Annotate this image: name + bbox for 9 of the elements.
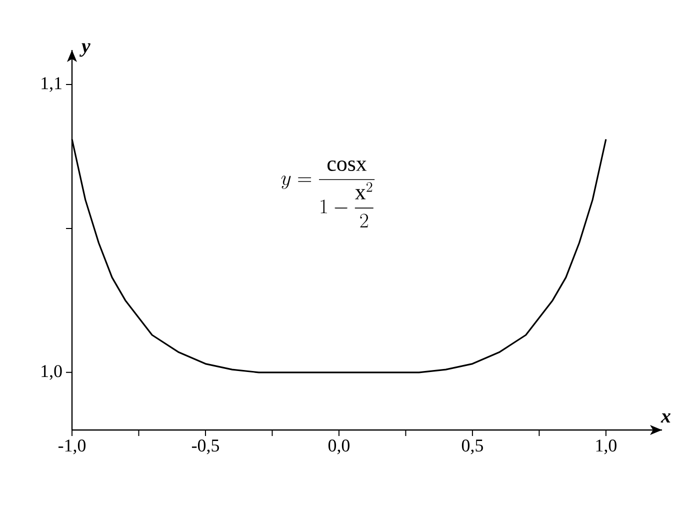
x-tick-label: 0,0 <box>328 440 350 454</box>
x-tick-label: -0,5 <box>192 440 219 454</box>
y-tick-label: 1,1 <box>42 77 62 92</box>
x-axis-title: x <box>660 413 670 422</box>
annotation: $y=\dfrac{\mathrm{cosx}}{1-\dfrac{\mathrm{x}^{2}}{2}}$ <box>281 160 375 228</box>
y-axis-title: y <box>80 43 90 57</box>
x-tick-label: 0,5 <box>462 440 483 454</box>
x-tick-label: -1,0 <box>58 440 86 454</box>
x-tick-label: 1,0 <box>596 440 616 454</box>
